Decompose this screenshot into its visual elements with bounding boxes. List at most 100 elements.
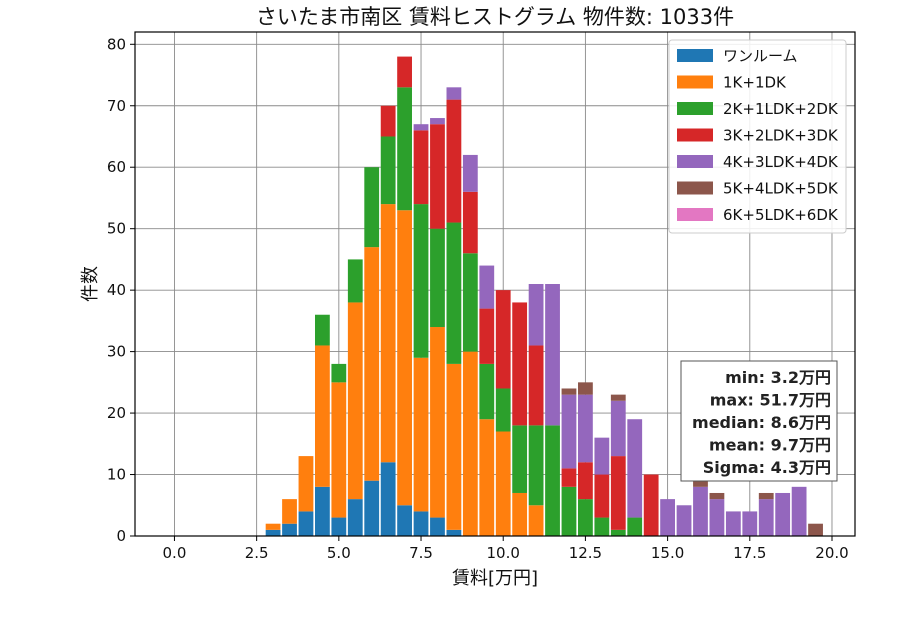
legend-label: 4K+3LDK+4DK	[723, 153, 839, 171]
x-tick-label: 0.0	[163, 544, 187, 562]
bar-segment	[495, 431, 511, 536]
bar-segment	[413, 511, 429, 536]
bar-segment	[430, 517, 445, 536]
bar-segment	[446, 363, 462, 530]
bar-segment	[479, 265, 495, 309]
stats-box-frame	[680, 360, 838, 482]
x-tick-label: 5.0	[327, 544, 351, 562]
bar-segment	[495, 388, 511, 432]
bar-segment	[758, 499, 774, 536]
x-tick-label: 10.0	[487, 544, 520, 562]
bar-segment	[364, 167, 380, 248]
legend-swatch	[677, 181, 713, 195]
bar-segment	[282, 499, 297, 524]
stats-box: min: 3.2万円 max: 51.7万円 median: 8.6万円 mean: …	[680, 360, 838, 482]
y-tick-label: 30	[107, 343, 126, 361]
bar-segment	[725, 511, 741, 536]
bar-segment	[610, 529, 626, 536]
stats-line: median: 8.6万円	[692, 413, 831, 432]
bar-segment	[347, 499, 363, 536]
legend-swatch	[677, 155, 713, 168]
bar-segment	[594, 437, 610, 475]
bar-segment	[561, 486, 577, 536]
bar-segment	[610, 400, 626, 457]
bar-segment	[446, 529, 462, 536]
bar-segment	[528, 284, 544, 346]
plot-frame	[134, 31, 856, 537]
bar-segment	[808, 523, 823, 536]
bar-segment	[315, 314, 330, 346]
bar-segment	[462, 154, 478, 192]
bar-segment	[430, 118, 445, 125]
bar-segment	[298, 456, 314, 512]
bar-segment	[578, 382, 593, 395]
bar-segment	[495, 290, 511, 389]
bar-segment	[430, 124, 445, 229]
bar-segment	[561, 468, 577, 487]
bar-segment	[528, 505, 544, 536]
bar-segment	[479, 308, 495, 364]
bar-segment	[561, 388, 577, 395]
bar-segment	[660, 499, 675, 536]
bar-segment	[693, 486, 708, 536]
y-axis-ticks: 0 10 20 30 40 50 60 70 80	[107, 35, 135, 545]
bar-segment	[462, 351, 478, 536]
bar-segment	[610, 394, 626, 401]
y-tick-label: 20	[107, 404, 126, 422]
bar-segment	[397, 87, 412, 211]
x-tick-label: 7.5	[409, 544, 433, 562]
bar-segment	[397, 505, 412, 536]
bar-segment	[380, 105, 396, 137]
bar-segment	[545, 425, 560, 536]
bar-segment	[446, 99, 462, 223]
x-tick-label: 15.0	[651, 544, 684, 562]
legend-swatch	[677, 75, 713, 89]
bar-segment	[331, 363, 347, 383]
y-tick-label: 10	[107, 466, 126, 484]
bar-segment	[380, 136, 396, 205]
bar-segment	[528, 425, 544, 506]
bar-segment	[430, 228, 445, 328]
bar-segment	[413, 357, 429, 512]
histogram-bars	[265, 56, 823, 536]
bar-segment	[315, 345, 330, 487]
bar-segment	[627, 517, 643, 536]
chart-title: さいたま市南区 賃料ヒストグラム 物件数: 1033件	[256, 5, 734, 29]
bar-segment	[775, 492, 791, 536]
bar-segment	[545, 284, 560, 426]
legend-label: 1K+1DK	[723, 74, 787, 92]
bar-segment	[347, 259, 363, 303]
bar-segment	[676, 505, 692, 536]
bar-segment	[331, 382, 347, 518]
bar-segment	[380, 204, 396, 463]
legend: ワンルーム 1K+1DK 2K+1LDK+2DK 3K+2LDK+3DK 4K+3LDK…	[668, 39, 847, 234]
bar-segment	[380, 462, 396, 536]
bar-segment	[364, 480, 380, 536]
bar-segment	[528, 345, 544, 426]
bar-segment	[265, 523, 281, 530]
y-tick-label: 70	[107, 97, 126, 115]
bar-segment	[512, 492, 528, 536]
grid-lines	[135, 32, 855, 537]
bar-segment	[512, 302, 528, 426]
bar-segment	[479, 419, 495, 536]
legend-label: ワンルーム	[723, 47, 798, 65]
y-tick-label: 80	[107, 35, 126, 53]
bar-segment	[512, 425, 528, 493]
legend-swatch	[677, 208, 713, 221]
y-tick-label: 0	[116, 527, 126, 545]
bar-segment	[446, 87, 462, 100]
bar-segment	[791, 486, 807, 536]
bar-segment	[594, 517, 610, 536]
bar-segment	[446, 222, 462, 364]
bar-segment	[610, 456, 626, 530]
y-axis-label: 件数	[80, 266, 101, 302]
bar-segment	[742, 511, 758, 536]
bar-segment	[397, 56, 412, 88]
bar-segment	[462, 191, 478, 254]
bar-segment	[479, 363, 495, 420]
legend-label: 3K+2LDK+3DK	[723, 127, 839, 145]
stats-line: min: 3.2万円	[725, 368, 831, 387]
bar-segment	[627, 419, 643, 518]
